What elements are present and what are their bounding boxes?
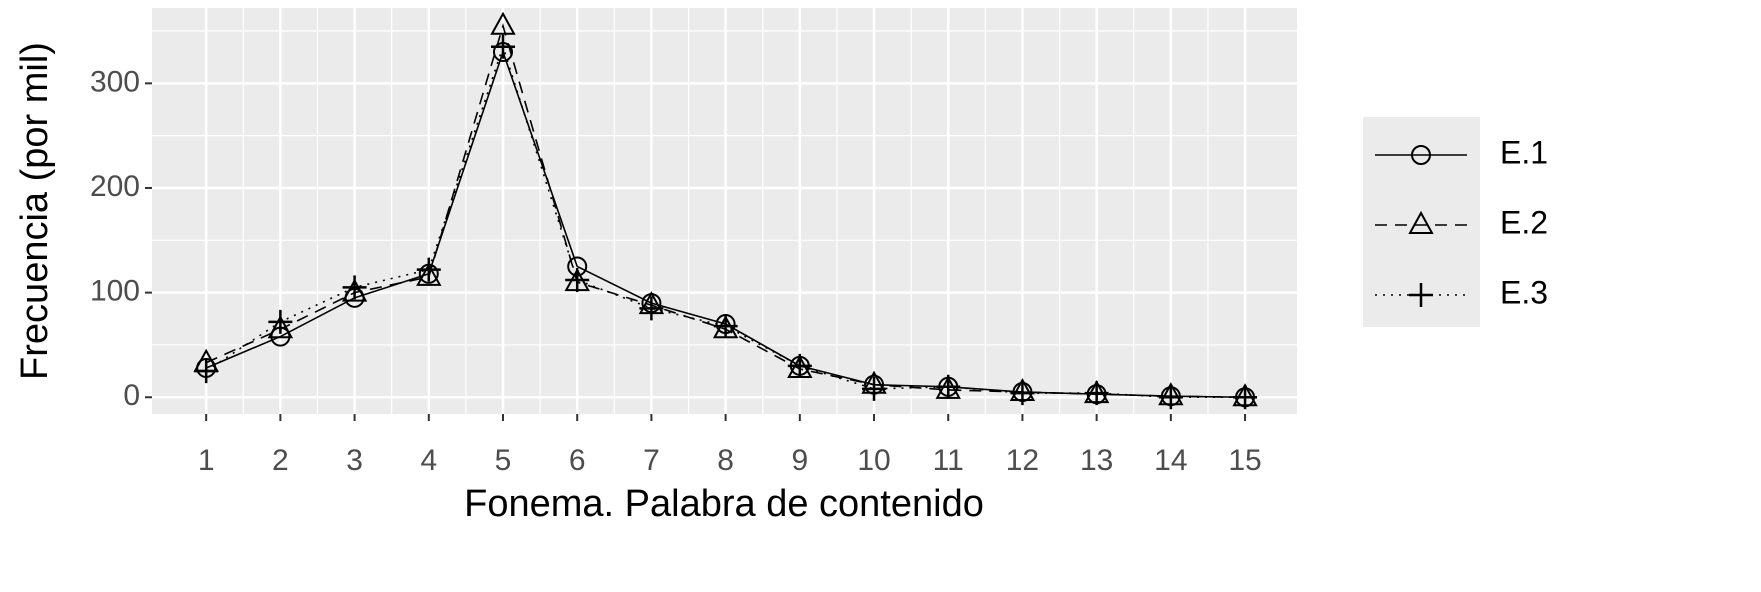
legend-key-point bbox=[1411, 145, 1431, 165]
point bbox=[1084, 381, 1109, 406]
y-tick-label: 200 bbox=[90, 170, 140, 203]
point bbox=[1010, 381, 1035, 406]
point bbox=[936, 374, 961, 399]
x-tick-label: 3 bbox=[346, 444, 363, 477]
x-tick-label: 10 bbox=[857, 444, 890, 477]
x-tick-label: 7 bbox=[643, 444, 660, 477]
legend-label: E.3 bbox=[1500, 274, 1548, 310]
point bbox=[787, 353, 812, 378]
x-tick-label: 13 bbox=[1080, 444, 1113, 477]
point bbox=[713, 314, 738, 339]
y-tick-label: 0 bbox=[123, 379, 140, 412]
x-tick-label: 8 bbox=[717, 444, 734, 477]
legend-label: E.2 bbox=[1500, 204, 1548, 240]
x-tick-label: 12 bbox=[1006, 444, 1039, 477]
x-axis-title: Fonema. Palabra de contenido bbox=[464, 483, 984, 525]
point bbox=[416, 257, 441, 282]
point bbox=[1233, 385, 1258, 410]
x-tick-label: 9 bbox=[791, 444, 808, 477]
point bbox=[565, 268, 590, 293]
y-tick-label: 300 bbox=[90, 65, 140, 98]
y-tick-label: 100 bbox=[90, 275, 140, 308]
legend-key-point bbox=[1408, 210, 1434, 234]
x-tick-label: 15 bbox=[1228, 444, 1261, 477]
point bbox=[862, 376, 887, 401]
x-tick-label: 14 bbox=[1154, 444, 1187, 477]
x-tick-label: 6 bbox=[569, 444, 586, 477]
legend-label: E.1 bbox=[1500, 134, 1548, 170]
point bbox=[1158, 385, 1183, 410]
legend-key-point bbox=[1409, 283, 1433, 307]
point bbox=[341, 278, 368, 302]
x-tick-label: 2 bbox=[272, 444, 289, 477]
grid bbox=[152, 8, 1297, 414]
point bbox=[268, 309, 293, 334]
point bbox=[342, 275, 367, 300]
x-tick-label: 4 bbox=[420, 444, 437, 477]
x-tick-label: 1 bbox=[198, 444, 215, 477]
point bbox=[416, 262, 442, 286]
y-axis-title: Frecuencia (por mil) bbox=[14, 42, 56, 380]
point bbox=[490, 34, 515, 59]
point bbox=[194, 359, 219, 384]
point bbox=[267, 315, 294, 339]
x-tick-label: 11 bbox=[933, 444, 964, 477]
x-tick-label: 5 bbox=[495, 444, 512, 477]
point bbox=[639, 296, 664, 321]
point bbox=[490, 11, 516, 35]
